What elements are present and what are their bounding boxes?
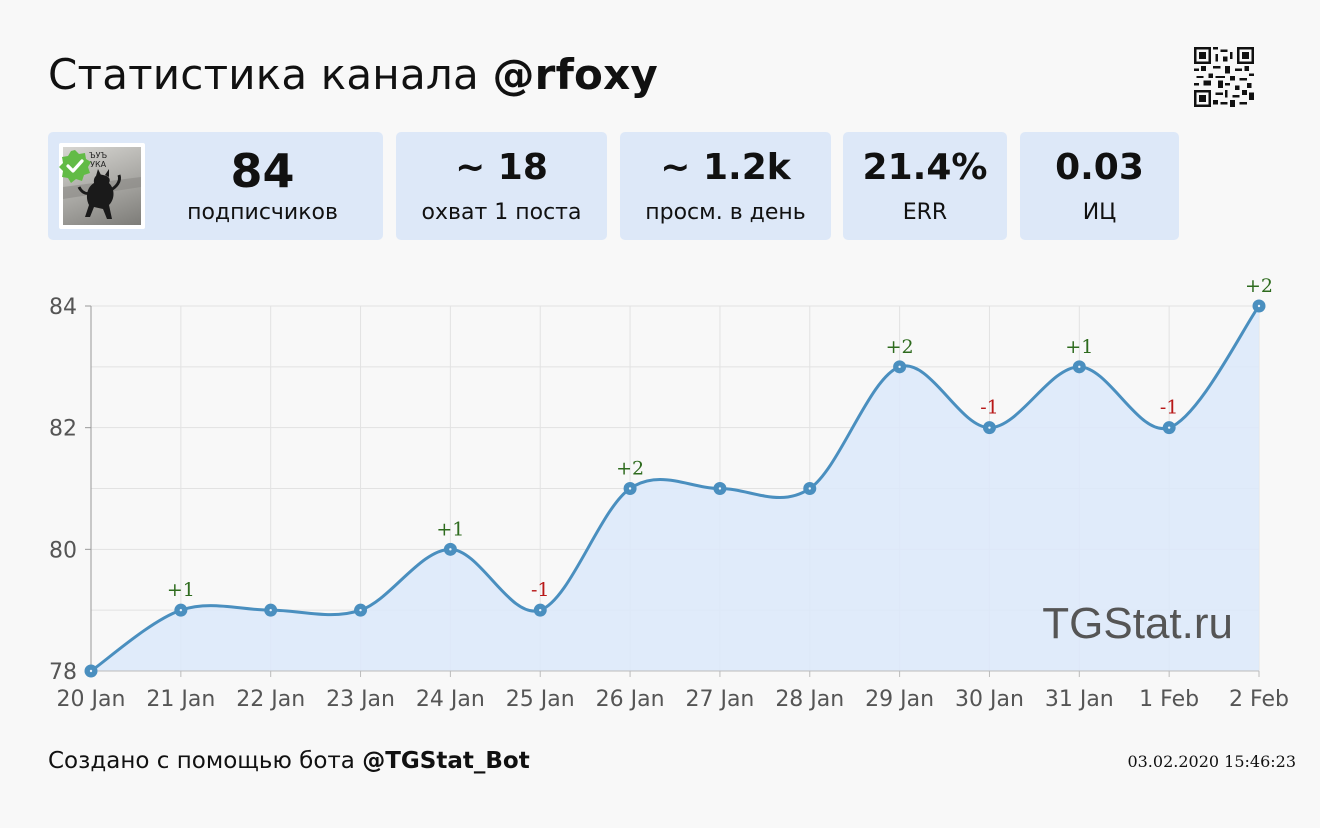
x-tick-label: 1 Feb [1139,687,1199,712]
data-point-center [449,548,452,551]
data-point-center [359,608,362,612]
footer-prefix: Создано с помощью бота [48,748,355,774]
data-label: -1 [980,397,999,419]
data-point-center [898,365,901,369]
data-label: -1 [1160,397,1179,419]
x-tick-label: 29 Jan [865,687,934,712]
avatar-caption: ЪУЪ УКА [89,151,108,169]
x-tick-label: 28 Jan [775,687,844,712]
stat-card-err: 21.4% ERR [843,132,1007,240]
x-tick-label: 23 Jan [326,687,395,712]
bot-link[interactable]: @TGStat_Bot [362,748,530,774]
page-title: Статистика канала @rfoxy [48,50,658,99]
x-tick-label: 31 Jan [1045,687,1114,712]
verified-check-icon [59,150,91,183]
stat-card-subscribers: ЪУЪ УКА 84 подписчиков [48,132,383,240]
data-label: +1 [1065,336,1093,358]
title-prefix: Статистика канала [48,50,479,99]
y-tick-label: 82 [49,417,77,442]
data-label: +1 [167,579,195,601]
y-tick-label: 80 [49,538,77,563]
data-point-center [179,608,183,612]
err-value: 21.4% [862,147,988,188]
y-tick-label: 84 [49,295,77,320]
data-label: +2 [886,336,914,358]
data-point-center [269,608,272,612]
data-label: -1 [531,579,550,601]
subscribers-value: 84 [230,144,295,198]
stat-card-reach: ~ 18 охват 1 поста [396,132,607,240]
series-area [91,306,1259,671]
data-point-center [1078,365,1081,369]
x-tick-label: 30 Jan [955,687,1024,712]
data-point-center [718,487,722,490]
index-label: ИЦ [1082,200,1117,225]
views-label: просм. в день [645,200,806,225]
timestamp: 03.02.2020 15:46:23 [1127,752,1296,771]
watermark: TGStat.ru [1042,599,1233,648]
data-point-center [89,669,93,673]
data-point-center [988,426,991,429]
x-tick-label: 26 Jan [596,687,665,712]
x-tick-label: 24 Jan [416,687,485,712]
data-point-center [628,487,632,490]
x-tick-label: 25 Jan [506,687,575,712]
channel-name: @rfoxy [492,50,658,99]
x-tick-label: 22 Jan [236,687,305,712]
reach-label: охват 1 поста [421,200,582,225]
stat-card-views: ~ 1.2k просм. в день [620,132,831,240]
err-label: ERR [902,200,948,225]
avatar: ЪУЪ УКА [59,143,145,229]
data-point-center [808,487,811,490]
x-tick-label: 21 Jan [146,687,215,712]
data-point-center [539,608,542,612]
data-label: +1 [436,518,464,540]
views-value: ~ 1.2k [660,147,791,188]
data-label: +2 [616,458,644,480]
reach-value: ~ 18 [455,147,548,188]
cat-meme-image [63,169,141,219]
data-label: +2 [1245,275,1273,297]
footer-credit: Создано с помощью бота @TGStat_Bot [48,748,530,774]
stat-card-index: 0.03 ИЦ [1020,132,1179,240]
qr-code-icon [1194,47,1254,107]
x-tick-label: 20 Jan [57,687,126,712]
data-point-center [1167,426,1171,429]
x-tick-label: 27 Jan [685,687,754,712]
data-point-center [1257,304,1261,308]
x-tick-label: 2 Feb [1229,687,1289,712]
index-value: 0.03 [1055,147,1144,188]
subscribers-label: подписчиков [187,200,338,225]
y-tick-label: 78 [49,660,77,685]
